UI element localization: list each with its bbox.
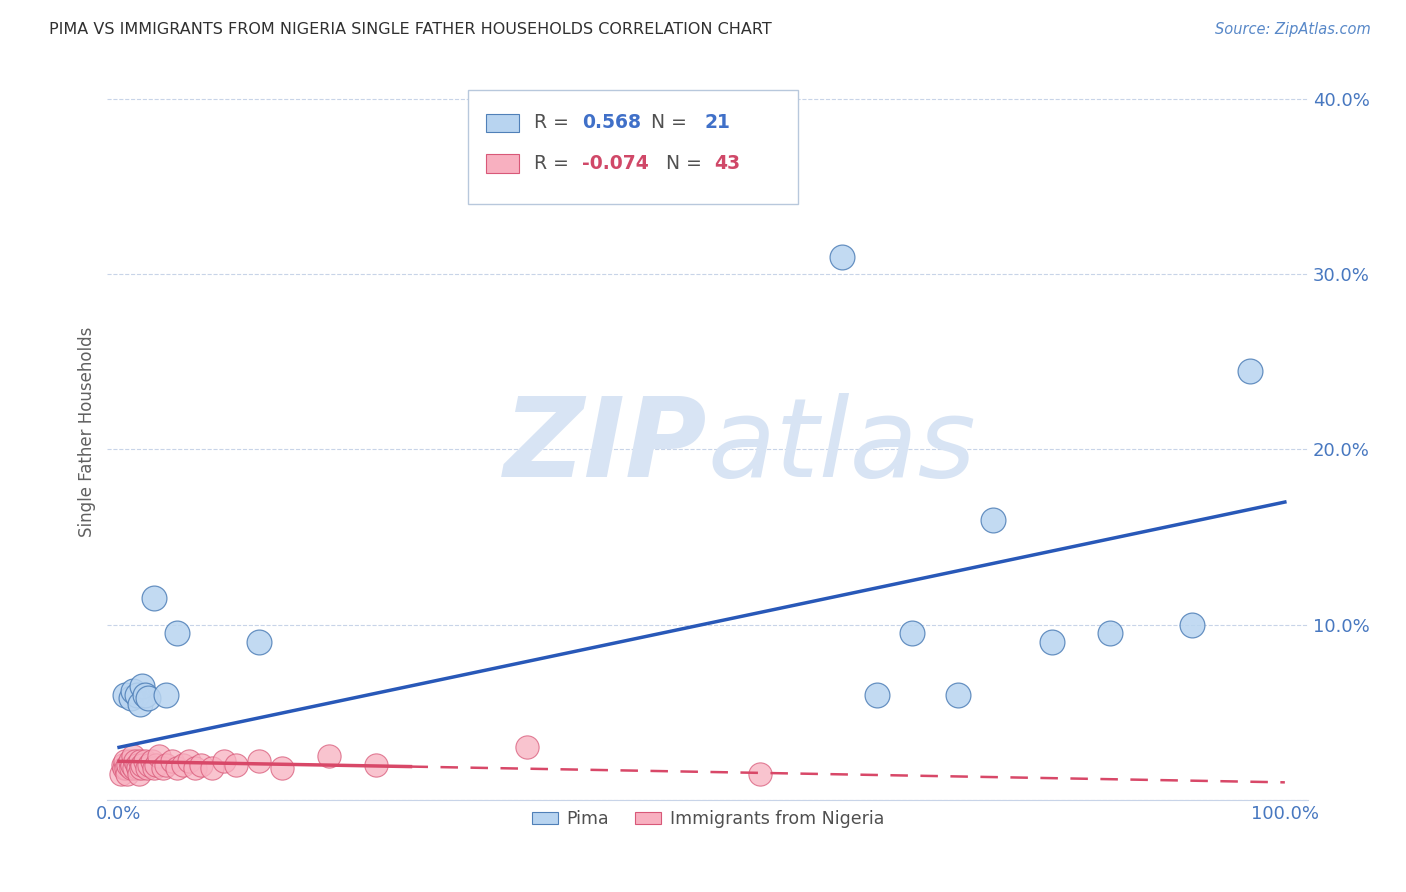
Point (143, 761, 166, 775)
Point (127, 761, 149, 775)
Point (166, 761, 188, 775)
Point (129, 697, 152, 711)
Point (121, 757, 143, 772)
Point (131, 757, 153, 772)
FancyBboxPatch shape (468, 90, 797, 204)
Legend: Pima, Immigrants from Nigeria: Pima, Immigrants from Nigeria (524, 804, 891, 835)
Point (129, 761, 152, 775)
Point (114, 688, 136, 702)
Point (112, 761, 135, 775)
Point (136, 761, 159, 775)
Point (1181, 617, 1204, 632)
Point (122, 749, 145, 764)
Point (117, 757, 139, 772)
Point (247, 755, 270, 769)
Point (125, 688, 148, 702)
Point (1040, 635, 1063, 649)
Text: ZIP: ZIP (505, 393, 707, 500)
Text: -0.074: -0.074 (582, 154, 648, 173)
Point (122, 684, 145, 698)
Text: atlas: atlas (707, 393, 976, 500)
Text: N =: N = (666, 154, 707, 173)
Point (155, 688, 177, 702)
Text: 0.568: 0.568 (582, 113, 641, 132)
Point (184, 761, 207, 775)
Point (201, 761, 224, 775)
Point (948, 688, 970, 702)
Text: Source: ZipAtlas.com: Source: ZipAtlas.com (1215, 22, 1371, 37)
Point (271, 761, 294, 775)
Point (124, 755, 146, 769)
Point (364, 757, 387, 772)
Point (145, 757, 167, 772)
Point (152, 761, 174, 775)
Text: 21: 21 (704, 113, 730, 132)
Point (247, 635, 270, 649)
Point (866, 688, 889, 702)
Point (160, 755, 183, 769)
Point (516, 740, 538, 755)
Point (318, 749, 340, 764)
Point (134, 688, 156, 702)
Point (114, 755, 136, 769)
Point (166, 626, 188, 640)
Point (136, 691, 159, 706)
Point (115, 766, 138, 780)
Point (120, 761, 142, 775)
Point (111, 757, 134, 772)
Point (1239, 364, 1261, 378)
Point (831, 250, 853, 264)
Point (141, 755, 163, 769)
Point (901, 626, 924, 640)
Point (125, 757, 148, 772)
Point (115, 761, 138, 775)
Point (1098, 626, 1121, 640)
Point (129, 755, 152, 769)
Point (983, 512, 1005, 526)
Point (110, 766, 132, 780)
Point (749, 766, 772, 780)
Point (212, 755, 235, 769)
Point (131, 679, 153, 693)
Point (128, 766, 150, 780)
Point (190, 757, 212, 772)
Point (118, 755, 141, 769)
Y-axis label: Single Father Households: Single Father Households (79, 326, 96, 537)
Point (225, 757, 247, 772)
Point (143, 591, 166, 606)
FancyBboxPatch shape (485, 154, 519, 172)
Point (172, 757, 194, 772)
Text: R =: R = (534, 154, 575, 173)
Point (122, 761, 145, 775)
Text: R =: R = (534, 113, 575, 132)
Point (134, 755, 156, 769)
Text: 43: 43 (714, 154, 740, 173)
Point (120, 691, 142, 706)
FancyBboxPatch shape (485, 113, 519, 132)
Text: N =: N = (651, 113, 693, 132)
Point (177, 755, 200, 769)
Point (155, 757, 177, 772)
Point (148, 749, 170, 764)
Point (138, 757, 160, 772)
Text: PIMA VS IMMIGRANTS FROM NIGERIA SINGLE FATHER HOUSEHOLDS CORRELATION CHART: PIMA VS IMMIGRANTS FROM NIGERIA SINGLE F… (49, 22, 772, 37)
